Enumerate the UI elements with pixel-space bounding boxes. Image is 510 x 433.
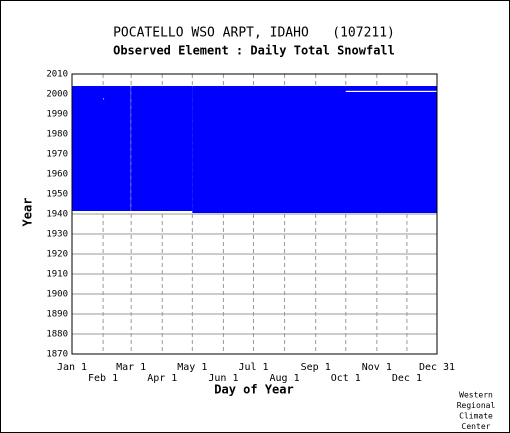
x-tick-label: Dec 31: [419, 362, 455, 373]
x-tick-label: Sep 1: [301, 362, 331, 373]
y-tick-label: 1940: [46, 210, 68, 220]
credit-line: Regional: [457, 401, 496, 410]
data-block: [72, 86, 131, 211]
x-tick-label: Jul 1: [238, 362, 268, 373]
data-gap: [103, 98, 105, 100]
x-tick-label: Jan 1: [57, 362, 87, 373]
x-tick-label: May 1: [177, 362, 207, 373]
y-tick-label: 1960: [46, 170, 68, 180]
chart-subtitle: Observed Element : Daily Total Snowfall: [113, 44, 395, 58]
y-tick-label: 1910: [46, 270, 68, 280]
y-tick-label: 1920: [46, 250, 68, 260]
credit-line: Center: [462, 422, 491, 431]
chart-title: POCATELLO WSO ARPT, IDAHO (107211): [113, 26, 395, 41]
data-gap: [345, 90, 437, 92]
credit-line: Western: [459, 391, 493, 400]
y-tick-label: 1870: [46, 350, 68, 360]
y-tick-label: 1980: [46, 130, 68, 140]
x-tick-label: Aug 1: [270, 373, 300, 384]
y-tick-label: 1970: [46, 150, 68, 160]
x-tick-label: Dec 1: [392, 373, 422, 384]
x-tick-label: Mar 1: [116, 362, 146, 373]
y-tick-label: 1990: [46, 110, 68, 120]
x-tick-label: Feb 1: [88, 373, 118, 384]
y-tick-label: 1950: [46, 190, 68, 200]
y-tick-label: 2000: [46, 90, 68, 100]
data-block: [131, 86, 193, 211]
data-block: [192, 86, 437, 213]
x-tick-label: Jun 1: [208, 373, 238, 384]
y-tick-label: 1880: [46, 330, 68, 340]
y-tick-label: 1930: [46, 230, 68, 240]
y-axis-label: Year: [21, 198, 35, 227]
credit-line: Climate: [459, 412, 493, 421]
x-tick-label: Apr 1: [147, 373, 177, 384]
plot-border: [71, 73, 438, 355]
x-axis-label: Day of Year: [214, 383, 293, 397]
y-tick-label: 1900: [46, 290, 68, 300]
x-tick-label: Oct 1: [331, 373, 361, 384]
y-tick-label: 2010: [46, 70, 68, 80]
x-tick-label: Nov 1: [362, 362, 392, 373]
y-tick-label: 1890: [46, 310, 68, 320]
